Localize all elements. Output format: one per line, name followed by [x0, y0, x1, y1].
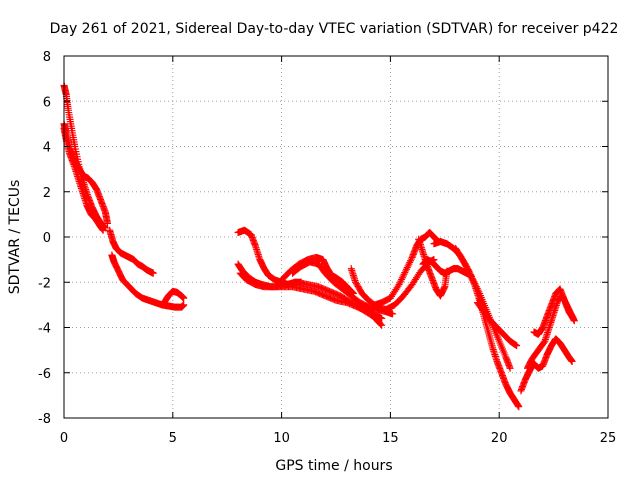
data-point	[389, 310, 397, 318]
y-tick-label: 2	[43, 186, 51, 201]
data-point	[568, 357, 576, 365]
data-point	[99, 226, 107, 234]
data-point	[506, 364, 514, 372]
x-tick-label: 10	[273, 431, 290, 446]
data-point	[406, 258, 414, 266]
x-tick-label: 20	[491, 431, 508, 446]
y-tick-label: 4	[43, 141, 51, 156]
y-tick-label: -4	[38, 322, 51, 337]
data-points	[60, 81, 578, 411]
x-tick-label: 25	[600, 431, 617, 446]
data-point	[407, 255, 415, 263]
y-tick-label: 6	[43, 95, 51, 110]
data-point	[401, 269, 409, 277]
data-point	[464, 266, 472, 274]
series-arc5	[108, 251, 188, 311]
data-point	[405, 260, 413, 268]
series-arc9	[236, 269, 386, 329]
data-point	[180, 294, 188, 302]
y-axis-label: SDTVAR / TECUs	[7, 180, 23, 295]
data-point	[399, 272, 407, 280]
y-tick-label: 0	[43, 231, 51, 246]
data-point	[377, 320, 385, 328]
x-axis-ticks: 0 5 10 15 20 25	[60, 56, 616, 446]
data-point	[570, 317, 578, 325]
series-arc18	[473, 299, 521, 350]
data-point	[407, 257, 415, 265]
x-tick-label: 5	[169, 431, 177, 446]
y-tick-label: -8	[38, 412, 51, 427]
data-point	[149, 269, 157, 277]
data-point	[513, 342, 521, 350]
data-point	[397, 277, 405, 285]
y-tick-label: -6	[38, 367, 51, 382]
data-point	[402, 267, 410, 275]
data-point	[402, 265, 410, 273]
series-arc13	[371, 228, 442, 309]
data-point	[398, 275, 406, 283]
data-point	[398, 274, 406, 282]
series-arc6	[160, 287, 188, 307]
y-tick-label: 8	[43, 50, 51, 65]
data-point	[378, 314, 386, 322]
series-arc3	[60, 124, 107, 234]
data-point	[396, 279, 404, 287]
series-arc19	[517, 335, 576, 395]
y-axis-ticks: -8 -6 -4 -2 0 2 4 6 8	[38, 50, 608, 427]
x-tick-label: 0	[60, 431, 68, 446]
data-point	[180, 301, 188, 309]
series-arc21	[523, 292, 578, 372]
y-tick-label: -2	[38, 276, 51, 291]
series-arc4	[106, 226, 157, 277]
data-point	[403, 264, 411, 272]
data-point	[104, 219, 112, 227]
x-tick-label: 15	[382, 431, 399, 446]
x-axis-label: GPS time / hours	[275, 458, 392, 474]
chart-title: Day 261 of 2021, Sidereal Day-to-day VTE…	[50, 21, 619, 37]
data-point	[378, 321, 386, 329]
data-point	[395, 281, 403, 289]
data-point	[400, 270, 408, 278]
data-point	[515, 403, 523, 411]
data-point	[404, 262, 412, 270]
series-arc17	[452, 244, 523, 411]
